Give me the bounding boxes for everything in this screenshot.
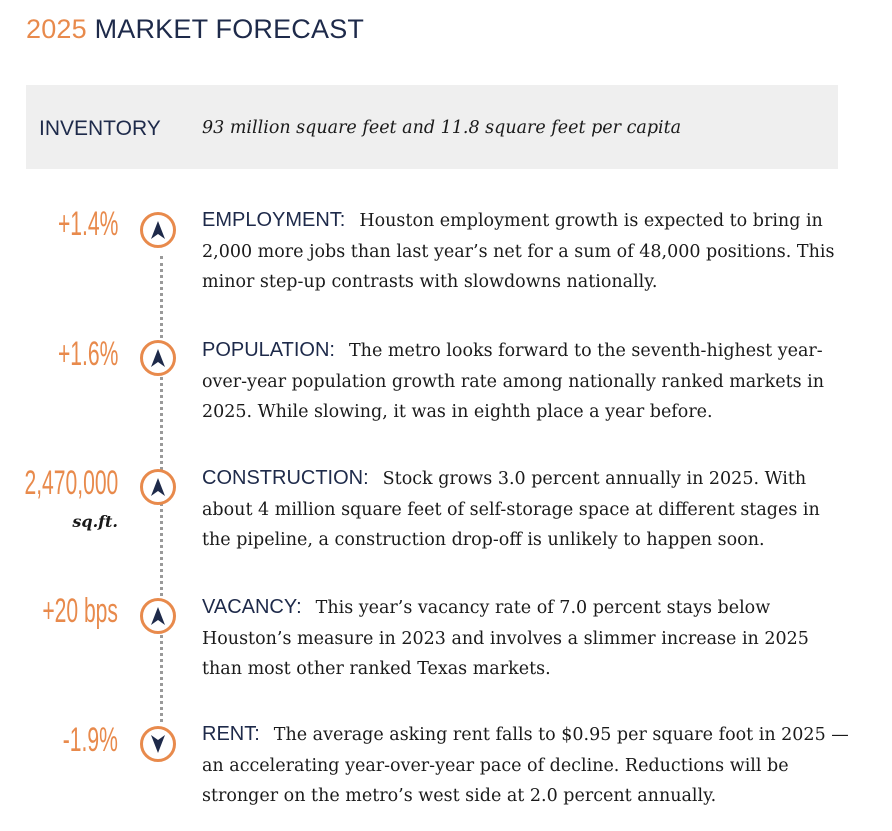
population-label: POPULATION: xyxy=(202,339,335,361)
inventory-panel: INVENTORY 93 million square feet and 11.… xyxy=(26,85,838,169)
construction-stat: 2,470,000 xyxy=(24,464,118,502)
population-text: The metro looks forward to the seventh-h… xyxy=(202,341,825,422)
inventory-value: 93 million square feet and 11.8 square f… xyxy=(202,118,682,138)
title-text: MARKET FORECAST xyxy=(94,14,365,44)
vacancy-label: VACANCY: xyxy=(202,596,302,618)
arrow-up-icon xyxy=(140,340,176,376)
employment-label: EMPLOYMENT: xyxy=(202,209,346,231)
page-title: 2025 MARKET FORECAST xyxy=(26,14,364,45)
rent-item: RENT: The average asking rent falls to $0… xyxy=(202,719,852,812)
arrow-up-icon xyxy=(140,212,176,248)
arrow-down-icon xyxy=(140,726,176,762)
employment-item: EMPLOYMENT: Houston employment growth is … xyxy=(202,205,852,298)
arrow-up-icon xyxy=(140,469,176,505)
construction-text: Stock grows 3.0 percent annually in 2025… xyxy=(202,469,820,550)
title-year: 2025 xyxy=(26,14,87,44)
rent-stat: -1.9% xyxy=(62,721,118,759)
construction-unit: sq.ft. xyxy=(72,512,118,531)
vacancy-stat: +20 bps xyxy=(42,592,118,630)
inventory-label: INVENTORY xyxy=(39,117,161,140)
vacancy-text: This year’s vacancy rate of 7.0 percent … xyxy=(202,598,809,679)
population-stat: +1.6% xyxy=(57,335,118,373)
rent-label: RENT: xyxy=(202,723,260,745)
employment-text: Houston employment growth is expected to… xyxy=(202,211,835,292)
construction-label: CONSTRUCTION: xyxy=(202,467,369,489)
rent-text: The average asking rent falls to $0.95 p… xyxy=(202,725,849,806)
arrow-up-icon xyxy=(140,598,176,634)
vacancy-item: VACANCY: This year’s vacancy rate of 7.0 … xyxy=(202,592,852,685)
employment-stat: +1.4% xyxy=(57,205,118,243)
construction-item: CONSTRUCTION: Stock grows 3.0 percent ann… xyxy=(202,463,852,556)
population-item: POPULATION: The metro looks forward to th… xyxy=(202,335,852,428)
